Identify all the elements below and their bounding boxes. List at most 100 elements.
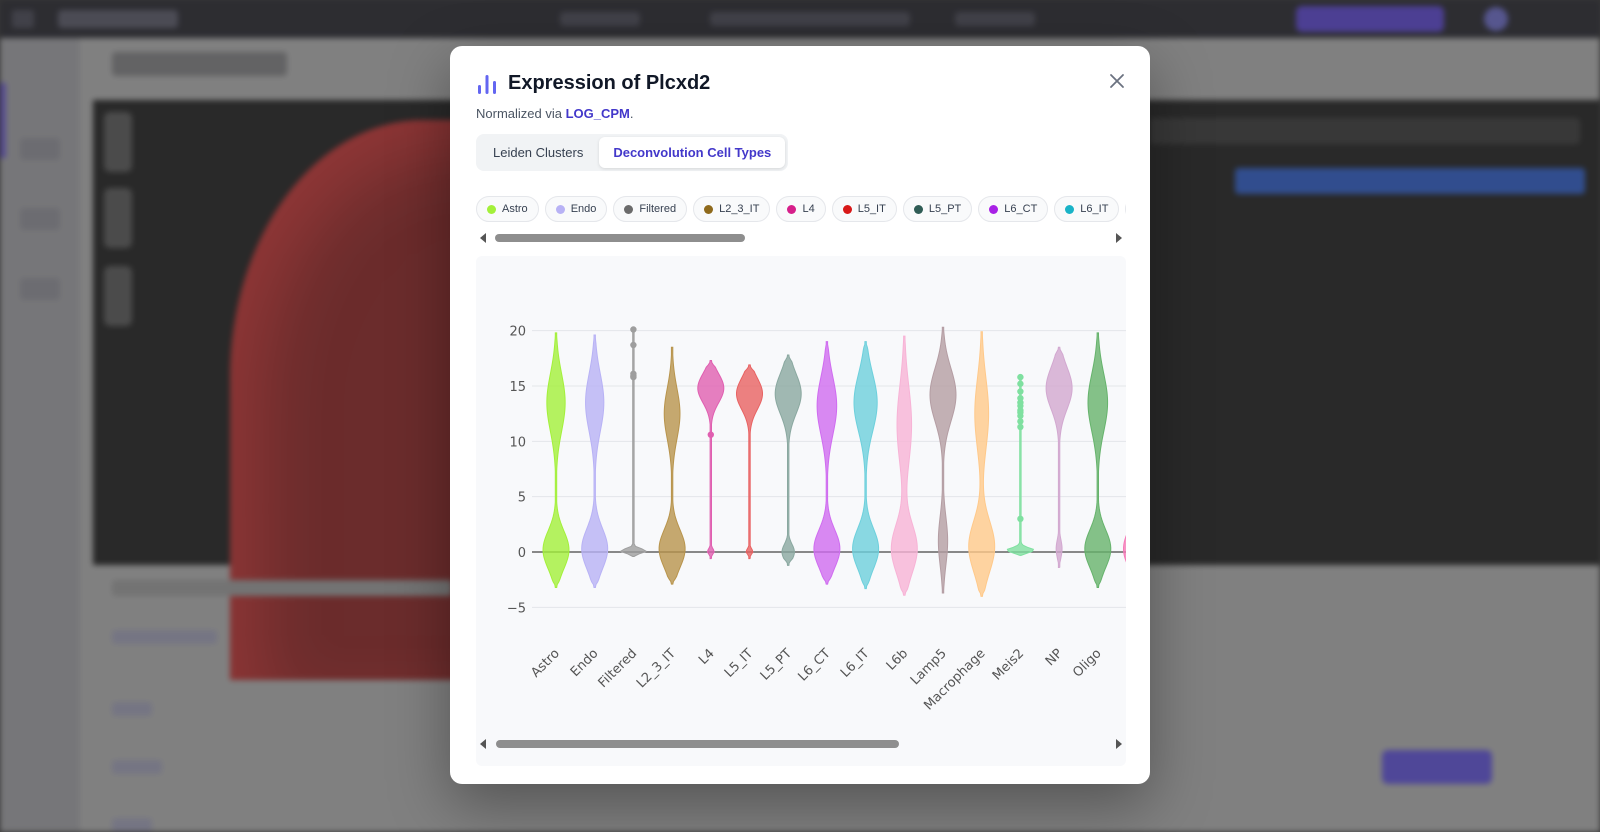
y-tick-label: 15 [509, 380, 526, 395]
menu-icon [12, 10, 34, 28]
violin [1045, 346, 1073, 569]
violin [581, 334, 609, 588]
subtitle-suffix: . [629, 106, 634, 121]
legend-label: L5_IT [857, 203, 886, 215]
plot-scrollbar[interactable] [476, 738, 1126, 750]
x-tick-label: L6_CT [796, 646, 834, 684]
x-tick-label: Meis2 [990, 646, 1027, 683]
viewer-tool [104, 112, 132, 172]
x-tick-label: L4 [696, 646, 718, 668]
legend-dot [913, 204, 923, 214]
sidebar-active-indicator [0, 83, 6, 158]
y-tick-label: 10 [509, 435, 526, 450]
plot-scrollbar-thumb[interactable] [496, 740, 899, 748]
panel-heading [112, 630, 217, 644]
legend-chip[interactable]: Astro [476, 196, 539, 222]
sidebar-item [20, 138, 60, 160]
avatar [1484, 7, 1508, 31]
viewer-tool [104, 188, 132, 248]
nav-item [955, 12, 1035, 26]
x-tick-label: Filtered [596, 646, 641, 691]
legend-chip[interactable]: Endo [544, 196, 608, 222]
legend-dot [989, 204, 999, 214]
outlier-point [1017, 394, 1024, 402]
viewer-action-bar [1235, 168, 1585, 194]
legend-chip[interactable]: L6_CT [978, 196, 1049, 222]
violins-group [542, 326, 1126, 597]
panel-link [112, 702, 152, 716]
workspace-title [112, 52, 287, 76]
modal-subtitle: Normalized via LOG_CPM. [476, 106, 634, 121]
legend-label: Filtered [639, 203, 677, 215]
outlier-point [1017, 423, 1024, 431]
tab-deconvolution-cell-types[interactable]: Deconvolution Cell Types [599, 137, 786, 168]
outlier-point [1017, 380, 1024, 387]
legend-dot [555, 204, 565, 214]
tab-leiden-clusters[interactable]: Leiden Clusters [493, 145, 584, 160]
outlier-point [1017, 515, 1024, 523]
legend-chip[interactable]: L4 [776, 196, 826, 222]
violin [542, 332, 570, 588]
legend-label: L4 [802, 203, 815, 215]
y-tick-label: 20 [509, 325, 526, 340]
topbar-cta-button [1296, 6, 1444, 32]
legend-dot [624, 204, 634, 214]
scroll-right-icon[interactable] [1116, 739, 1122, 749]
violin [619, 326, 648, 557]
x-tick-label: L5_IT [722, 646, 757, 681]
legend-scrollbar[interactable] [476, 232, 1126, 244]
legend-label: L6_IT [1080, 203, 1109, 215]
legend-dot [704, 204, 714, 214]
legend-chip[interactable]: Filtered [613, 196, 688, 222]
violin [697, 360, 725, 560]
app-logo [58, 10, 178, 28]
legend-chip[interactable]: L2_3_IT [693, 196, 771, 222]
violin-plot: 20 15 10 5 0 −5 Astro Endo Filtered L2_3_IT L4 L5_I… [476, 256, 1126, 766]
x-tick-label: NP [1043, 646, 1066, 669]
nav-item [560, 12, 640, 26]
close-button[interactable] [1104, 68, 1130, 94]
x-tick-label: Oligo [1070, 646, 1104, 680]
outlier-point [707, 431, 714, 438]
legend-chip[interactable]: L5_PT [902, 196, 973, 222]
outlier-point [1017, 388, 1024, 395]
legend-chip[interactable]: L6_IT [1054, 196, 1120, 222]
violin [890, 335, 918, 596]
modal-header: Expression of Plcxd2 [476, 72, 710, 95]
legend-scroller: Astro Endo Filtered L2_3_IT L4 L5_IT L5_PT L6_C… [476, 196, 1126, 224]
legend-dot [487, 204, 496, 214]
legend-label: Endo [570, 203, 597, 215]
violin [735, 364, 764, 560]
legend-chip[interactable] [1125, 196, 1126, 222]
violin [1084, 332, 1112, 588]
outlier-point [630, 326, 637, 333]
expression-modal: Expression of Plcxd2 Normalized via LOG_… [450, 46, 1150, 784]
legend-chip[interactable]: L5_IT [831, 196, 897, 222]
viewer-caption [112, 580, 452, 596]
violin [774, 354, 802, 566]
outlier-point [630, 341, 637, 349]
violin [929, 326, 957, 594]
x-tick-label: L6_IT [838, 646, 873, 681]
legend-scrollbar-thumb[interactable] [495, 234, 745, 242]
outlier-point [1017, 373, 1024, 381]
violin [852, 341, 880, 590]
outlier-point [1017, 418, 1024, 425]
outlier-point [630, 373, 637, 381]
nav-item [710, 12, 910, 26]
panel-link [112, 760, 162, 774]
scroll-right-icon[interactable] [1116, 233, 1122, 243]
legend: Astro Endo Filtered L2_3_IT L4 L5_IT L5_PT L6_C… [476, 196, 1126, 222]
app-sidebar [0, 38, 80, 832]
legend-label: L6_CT [1004, 203, 1038, 215]
x-tick-label: Endo [568, 646, 602, 680]
violin [813, 341, 841, 585]
scroll-left-icon[interactable] [480, 233, 486, 243]
outlier-point [1017, 409, 1024, 416]
app-topbar [0, 0, 1600, 38]
legend-dot [1065, 204, 1075, 214]
scroll-left-icon[interactable] [480, 739, 486, 749]
panel-link [112, 818, 152, 832]
legend-dot [842, 204, 852, 214]
